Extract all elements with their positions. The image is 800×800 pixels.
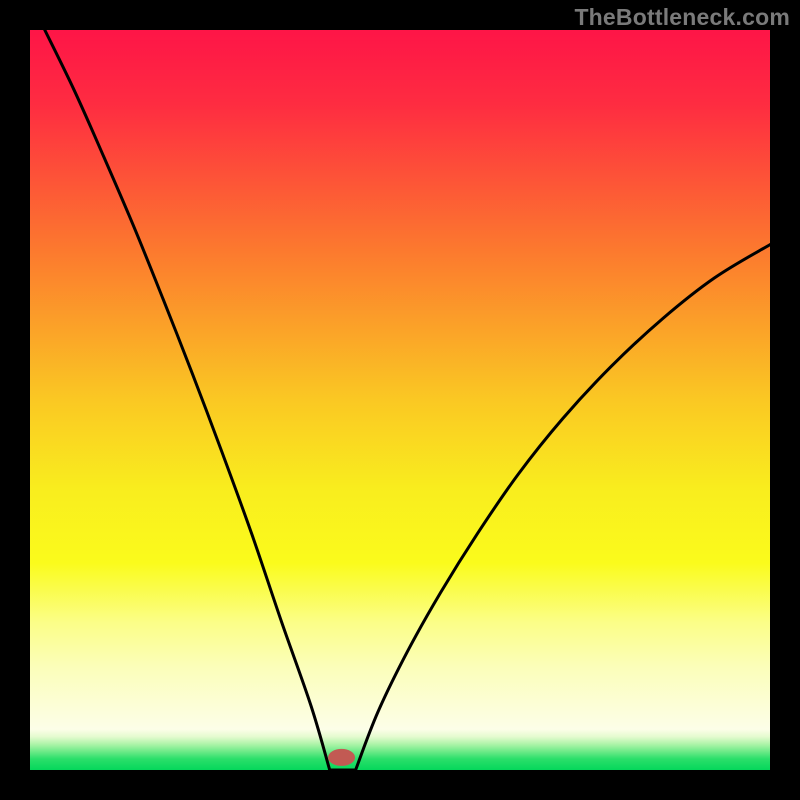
valley-marker [329,749,355,765]
watermark-text: TheBottleneck.com [574,4,790,31]
bottleneck-curve-chart [30,30,770,770]
chart-background [30,30,770,770]
chart-frame: TheBottleneck.com [0,0,800,800]
